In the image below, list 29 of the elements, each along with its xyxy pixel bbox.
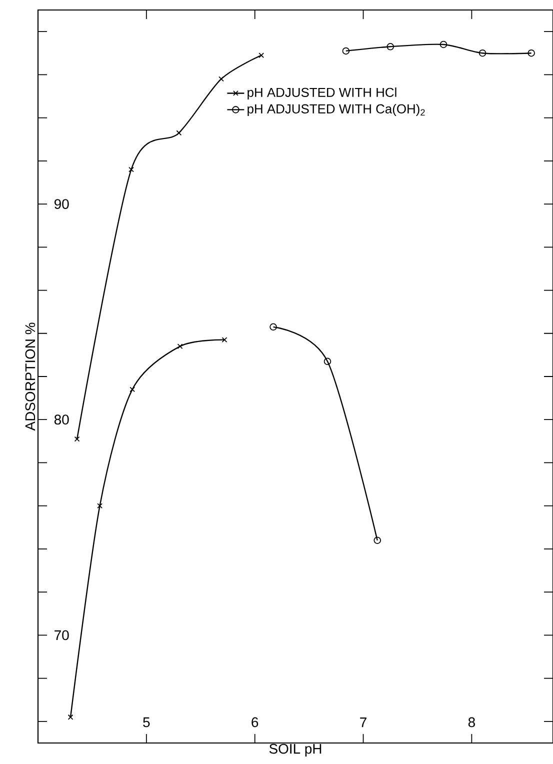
point xyxy=(130,386,136,392)
legend-label: pH ADJUSTED WITH Ca(OH)$_{2}$ xyxy=(248,104,425,116)
legend-label: pH ADJUSTED WITH HCl xyxy=(248,87,396,100)
point xyxy=(68,714,74,720)
point xyxy=(258,52,264,58)
point xyxy=(374,536,381,544)
point xyxy=(97,503,103,509)
point xyxy=(74,436,80,442)
point xyxy=(324,358,332,366)
y-axis-title: ADSORPTION % xyxy=(25,322,36,431)
x-tick-label: 7 xyxy=(360,718,366,728)
point xyxy=(177,344,183,350)
y-tick-label: 80 xyxy=(54,414,69,425)
point xyxy=(478,49,486,57)
point xyxy=(270,323,277,331)
point xyxy=(386,43,394,50)
point xyxy=(128,166,134,172)
x-tick-label: 6 xyxy=(252,717,258,728)
y-tick-label: 90 xyxy=(54,199,69,209)
point xyxy=(176,130,182,136)
point xyxy=(342,47,350,55)
point xyxy=(222,337,228,343)
x-tick-label: 8 xyxy=(468,717,475,728)
x-axis-title: SOIL pH xyxy=(269,744,322,756)
point xyxy=(440,40,448,48)
point xyxy=(528,49,535,57)
point xyxy=(218,76,224,82)
x-tick-label: 5 xyxy=(143,717,150,728)
y-tick-label: 70 xyxy=(54,630,69,640)
